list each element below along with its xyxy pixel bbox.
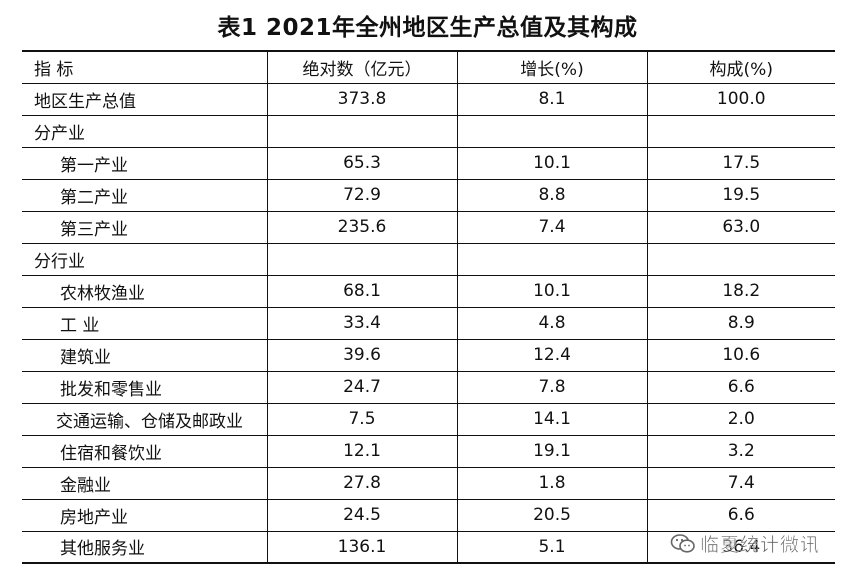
watermark: 临夏统计微讯 bbox=[670, 530, 820, 557]
cell-growth: 14.1 bbox=[456, 403, 647, 436]
cell-absolute: 7.5 bbox=[266, 403, 457, 436]
cell-growth: 19.1 bbox=[456, 435, 647, 468]
cell-absolute: 68.1 bbox=[266, 275, 457, 308]
cell-composition: 6.6 bbox=[646, 371, 835, 404]
cell-absolute: 373.8 bbox=[266, 83, 457, 116]
table-row: 分产业 bbox=[22, 115, 835, 148]
cell-composition: 19.5 bbox=[646, 179, 835, 212]
cell-composition: 10.6 bbox=[646, 339, 835, 372]
table-row: 其他服务业 136.1 5.1 36.4 bbox=[22, 531, 835, 564]
row-label: 分产业 bbox=[22, 115, 267, 148]
cell-composition: 63.0 bbox=[646, 211, 835, 244]
cell-growth: 12.4 bbox=[456, 339, 647, 372]
table-row: 交通运输、仓储及邮政业 7.5 14.1 2.0 bbox=[22, 403, 835, 436]
cell-growth: 5.1 bbox=[456, 531, 647, 564]
row-label: 金融业 bbox=[22, 467, 267, 500]
cell-composition: 17.5 bbox=[646, 147, 835, 180]
wechat-icon bbox=[670, 533, 696, 555]
cell-composition: 3.2 bbox=[646, 435, 835, 468]
row-label: 农林牧渔业 bbox=[22, 275, 267, 308]
table-title: 表1 2021年全州地区生产总值及其构成 bbox=[217, 15, 638, 41]
table-row: 工 业 33.4 4.8 8.9 bbox=[22, 307, 835, 340]
cell-absolute: 27.8 bbox=[266, 467, 457, 500]
header-composition: 构成(%) bbox=[646, 50, 835, 84]
row-label: 批发和零售业 bbox=[22, 371, 267, 404]
cell-composition: 8.9 bbox=[646, 307, 835, 340]
cell-growth: 1.8 bbox=[456, 467, 647, 500]
cell-absolute: 12.1 bbox=[266, 435, 457, 468]
cell-growth bbox=[456, 115, 647, 148]
cell-absolute: 39.6 bbox=[266, 339, 457, 372]
gdp-table: 指 标 绝对数（亿元） 增长(%) 构成(%) 地区生产总值 373.8 8.1 10… bbox=[22, 50, 835, 564]
table-row: 建筑业 39.6 12.4 10.6 bbox=[22, 339, 835, 372]
cell-growth: 7.8 bbox=[456, 371, 647, 404]
table-row: 房地产业 24.5 20.5 6.6 bbox=[22, 499, 835, 532]
row-label: 住宿和餐饮业 bbox=[22, 435, 267, 468]
cell-growth: 10.1 bbox=[456, 275, 647, 308]
table-row: 第一产业 65.3 10.1 17.5 bbox=[22, 147, 835, 180]
cell-composition: 6.6 bbox=[646, 499, 835, 532]
cell-composition: 18.2 bbox=[646, 275, 835, 308]
table-header-row: 指 标 绝对数（亿元） 增长(%) 构成(%) bbox=[22, 50, 835, 84]
cell-composition: 7.4 bbox=[646, 467, 835, 500]
row-label: 第二产业 bbox=[22, 179, 267, 212]
row-label: 第三产业 bbox=[22, 211, 267, 244]
header-growth: 增长(%) bbox=[456, 50, 647, 84]
row-label: 建筑业 bbox=[22, 339, 267, 372]
header-absolute: 绝对数（亿元） bbox=[266, 50, 457, 84]
table-row: 金融业 27.8 1.8 7.4 bbox=[22, 467, 835, 500]
cell-growth: 10.1 bbox=[456, 147, 647, 180]
table-row: 分行业 bbox=[22, 243, 835, 276]
cell-growth: 20.5 bbox=[456, 499, 647, 532]
table-row: 第三产业 235.6 7.4 63.0 bbox=[22, 211, 835, 244]
row-label: 交通运输、仓储及邮政业 bbox=[22, 403, 267, 436]
table-row: 第二产业 72.9 8.8 19.5 bbox=[22, 179, 835, 212]
watermark-text: 临夏统计微讯 bbox=[700, 534, 821, 557]
row-label: 分行业 bbox=[22, 243, 267, 276]
cell-composition bbox=[646, 243, 835, 276]
row-label: 其他服务业 bbox=[22, 531, 267, 564]
cell-absolute bbox=[266, 115, 457, 148]
cell-absolute: 72.9 bbox=[266, 179, 457, 212]
cell-composition: 2.0 bbox=[646, 403, 835, 436]
cell-composition: 100.0 bbox=[646, 83, 835, 116]
row-label: 房地产业 bbox=[22, 499, 267, 532]
cell-growth: 8.8 bbox=[456, 179, 647, 212]
cell-absolute: 65.3 bbox=[266, 147, 457, 180]
row-label: 工 业 bbox=[22, 307, 267, 340]
cell-growth: 4.8 bbox=[456, 307, 647, 340]
header-indicator: 指 标 bbox=[22, 50, 267, 84]
table-row: 批发和零售业 24.7 7.8 6.6 bbox=[22, 371, 835, 404]
table-row: 住宿和餐饮业 12.1 19.1 3.2 bbox=[22, 435, 835, 468]
cell-growth: 7.4 bbox=[456, 211, 647, 244]
row-label: 第一产业 bbox=[22, 147, 267, 180]
table-row: 农林牧渔业 68.1 10.1 18.2 bbox=[22, 275, 835, 308]
cell-growth bbox=[456, 243, 647, 276]
row-label: 地区生产总值 bbox=[22, 83, 267, 116]
cell-absolute: 136.1 bbox=[266, 531, 457, 564]
cell-composition bbox=[646, 115, 835, 148]
cell-absolute: 33.4 bbox=[266, 307, 457, 340]
table-body: 地区生产总值 373.8 8.1 100.0 分产业 第一产业 65.3 10.1 17.5 第二… bbox=[22, 83, 835, 564]
cell-absolute: 24.5 bbox=[266, 499, 457, 532]
cell-absolute: 235.6 bbox=[266, 211, 457, 244]
cell-growth: 8.1 bbox=[456, 83, 647, 116]
cell-absolute bbox=[266, 243, 457, 276]
table-row: 地区生产总值 373.8 8.1 100.0 bbox=[22, 83, 835, 116]
cell-absolute: 24.7 bbox=[266, 371, 457, 404]
